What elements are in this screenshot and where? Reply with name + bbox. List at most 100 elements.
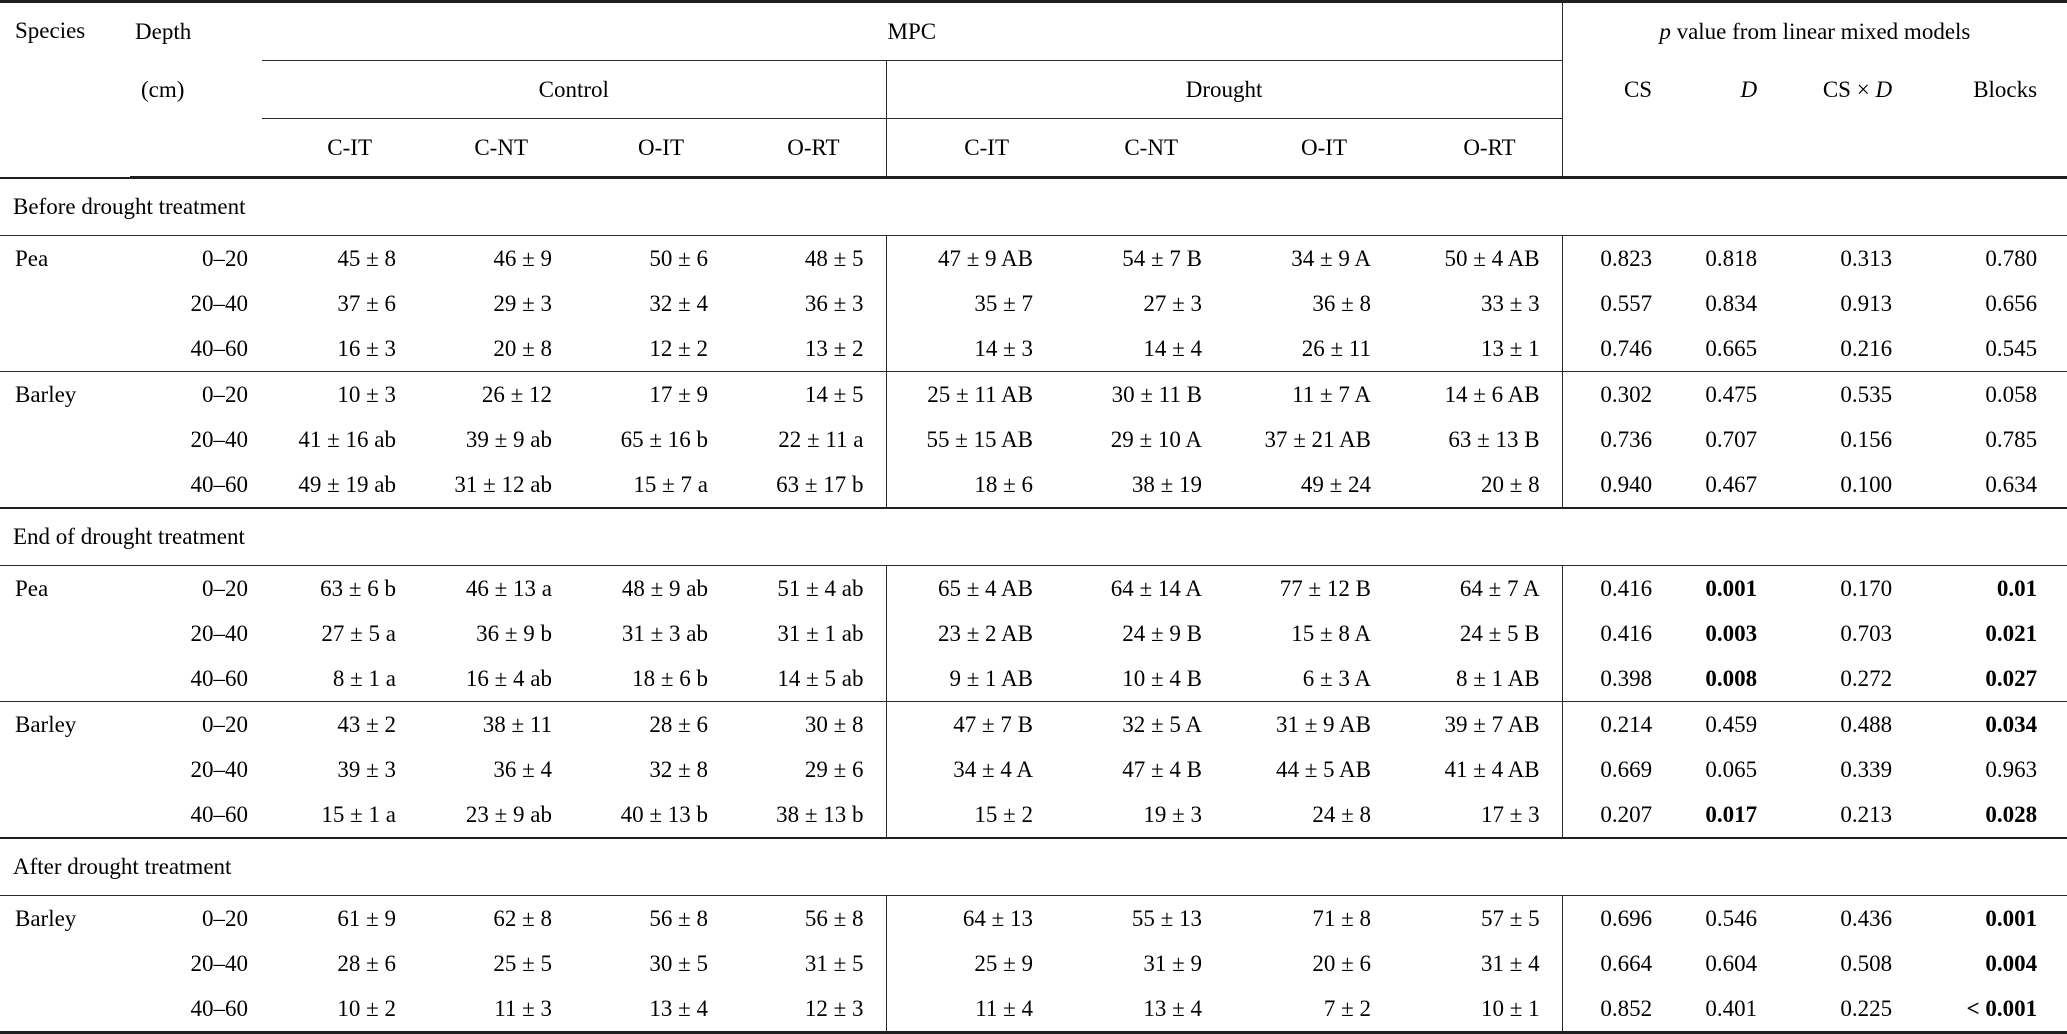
drought-value-cell: 24 ± 5 B — [1459, 620, 1540, 646]
data-row: 40–60 16 ± 3 20 ± 8 12 ± 2 13 ± 2 14 ± 3 14 ± … — [0, 326, 2067, 372]
subheader-drought-o-it: O-IT — [1224, 118, 1393, 179]
control-value-cell: 46 ± 13 a — [418, 565, 574, 611]
pvalue-cell: 0.467 — [1705, 471, 1758, 497]
depth-cell: 40–60 — [190, 471, 249, 497]
species-cell: Barley — [0, 371, 130, 417]
control-value-cell: 51 ± 4 ab — [730, 565, 886, 611]
pvalue-cell: 0.656 — [1985, 290, 2038, 316]
pvalue-cell: 0.302 — [1561, 371, 1683, 417]
drought-value-cell: 14 ± 3 — [885, 326, 1055, 372]
drought-value-cell: 11 ± 7 A — [1224, 371, 1393, 417]
control-value-cell: 12 ± 2 — [649, 335, 708, 361]
table-header: Species Depth MPC p value from linear mi… — [0, 1, 2067, 179]
control-value-cell: 28 ± 6 — [337, 950, 396, 976]
drought-value-cell: 29 ± 10 A — [1110, 426, 1202, 452]
pvalue-cell: 0.313 — [1787, 235, 1923, 281]
col-header-depth-unit: (cm) — [141, 76, 185, 102]
group-header-drought: Drought — [885, 60, 1563, 119]
pvalue-cell: 0.398 — [1561, 656, 1683, 702]
species-cell: Barley — [0, 701, 130, 747]
drought-value-cell: 19 ± 3 — [1143, 801, 1202, 827]
pvalue-cell: 0.545 — [1985, 335, 2038, 361]
pvalue-cell: 0.703 — [1840, 620, 1893, 646]
depth-cell: 0–20 — [130, 565, 262, 611]
depth-cell: 0–20 — [130, 895, 262, 941]
control-value-cell: 50 ± 6 — [574, 235, 730, 281]
pvalue-cell: 0.01 — [1922, 565, 2067, 611]
control-value-cell: 11 ± 3 — [494, 995, 552, 1021]
pvalue-cell: 0.170 — [1787, 565, 1923, 611]
control-value-cell: 56 ± 8 — [730, 895, 886, 941]
drought-value-cell: 15 ± 8 A — [1291, 620, 1371, 646]
pvalue-cell: 0.557 — [1561, 281, 1683, 326]
drought-value-cell: 64 ± 7 A — [1393, 565, 1563, 611]
csxd-d-italic-label: D — [1875, 76, 1893, 102]
control-value-cell: 56 ± 8 — [574, 895, 730, 941]
pvalue-cell: 0.634 — [1985, 471, 2038, 497]
control-value-cell: 14 ± 5 ab — [777, 665, 864, 691]
data-row: 20–40 28 ± 6 25 ± 5 30 ± 5 31 ± 5 25 ± 9 31 ± … — [0, 941, 2067, 986]
control-value-cell: 22 ± 11 a — [778, 426, 864, 452]
drought-value-cell: 31 ± 9 AB — [1224, 701, 1393, 747]
data-row: 20–40 37 ± 6 29 ± 3 32 ± 4 36 ± 3 35 ± 7 27 ± … — [0, 281, 2067, 326]
pvalue-cell: 0.004 — [1985, 950, 2038, 976]
drought-value-cell: 41 ± 4 AB — [1444, 756, 1540, 782]
pvalue-cell: 0.058 — [1922, 371, 2067, 417]
pvalue-cell: 0.834 — [1705, 290, 1758, 316]
drought-value-cell: 54 ± 7 B — [1055, 235, 1224, 281]
pvalue-cell: 0.913 — [1840, 290, 1893, 316]
pvalue-cell: 0.940 — [1561, 462, 1683, 508]
p-italic-label: p — [1659, 18, 1671, 44]
subheader-drought-o-rt: O-RT — [1393, 118, 1563, 179]
pvalue-cell: 0.746 — [1561, 326, 1683, 372]
pvalue-cell: 0.003 — [1705, 620, 1758, 646]
pvalue-cell: 0.225 — [1840, 995, 1893, 1021]
depth-cell: 20–40 — [190, 620, 249, 646]
header-row-3: C-IT C-NT O-IT O-RT C-IT C-NT O-IT O-RT — [0, 118, 2067, 179]
group-header-control: Control — [262, 60, 886, 119]
control-value-cell: 16 ± 3 — [337, 335, 396, 361]
control-value-cell: 32 ± 4 — [649, 290, 708, 316]
control-value-cell: 12 ± 3 — [804, 995, 864, 1021]
drought-value-cell: 26 ± 11 — [1301, 335, 1371, 361]
pvalue-cell: 0.736 — [1561, 417, 1683, 462]
depth-cell: 20–40 — [190, 290, 249, 316]
species-cell — [0, 941, 130, 986]
data-row: Barley 0–20 61 ± 9 62 ± 8 56 ± 8 56 ± 8 64 ± 1… — [0, 895, 2067, 941]
subheader-drought-c-it: C-IT — [885, 118, 1055, 179]
depth-cell: 40–60 — [190, 335, 249, 361]
drought-value-cell: 13 ± 4 — [1143, 995, 1202, 1021]
pvalue-cell: 0.963 — [1985, 756, 2038, 782]
depth-cell: 20–40 — [190, 756, 249, 782]
data-row: Barley 0–20 43 ± 2 38 ± 11 28 ± 6 30 ± 8 47 ± … — [0, 701, 2067, 747]
depth-cell: 20–40 — [190, 426, 249, 452]
data-row: 20–40 27 ± 5 a 36 ± 9 b 31 ± 3 ab 31 ± 1 ab 2… — [0, 611, 2067, 656]
species-cell — [0, 656, 130, 702]
drought-value-cell: 35 ± 7 — [885, 281, 1055, 326]
pvalue-cell: 0.100 — [1840, 471, 1893, 497]
pvalue-cell: 0.696 — [1561, 895, 1683, 941]
control-value-cell: 13 ± 4 — [649, 995, 708, 1021]
pvalue-cell: 0.546 — [1682, 895, 1788, 941]
control-value-cell: 37 ± 6 — [337, 290, 396, 316]
pvalue-cell: 0.001 — [1682, 565, 1788, 611]
drought-value-cell: 50 ± 4 AB — [1393, 235, 1563, 281]
depth-cell: 40–60 — [190, 995, 249, 1021]
drought-value-cell: 7 ± 2 — [1323, 995, 1371, 1021]
control-value-cell: 30 ± 5 — [649, 950, 708, 976]
pvalue-cell: 0.216 — [1840, 335, 1893, 361]
drought-value-cell: 77 ± 12 B — [1224, 565, 1393, 611]
drought-value-cell: 64 ± 14 A — [1055, 565, 1224, 611]
drought-value-cell: 24 ± 8 — [1312, 801, 1371, 827]
drought-value-cell: 8 ± 1 AB — [1456, 665, 1540, 691]
control-value-cell: 31 ± 3 ab — [621, 620, 708, 646]
pvalue-cell: 0.508 — [1840, 950, 1893, 976]
control-value-cell: 41 ± 16 ab — [298, 426, 396, 452]
control-value-cell: 61 ± 9 — [262, 895, 418, 941]
control-value-cell: 36 ± 3 — [804, 290, 864, 316]
drought-value-cell: 23 ± 2 AB — [885, 611, 1055, 656]
drought-value-cell: 64 ± 13 — [885, 895, 1055, 941]
drought-value-cell: 47 ± 7 B — [885, 701, 1055, 747]
species-cell — [0, 462, 130, 508]
